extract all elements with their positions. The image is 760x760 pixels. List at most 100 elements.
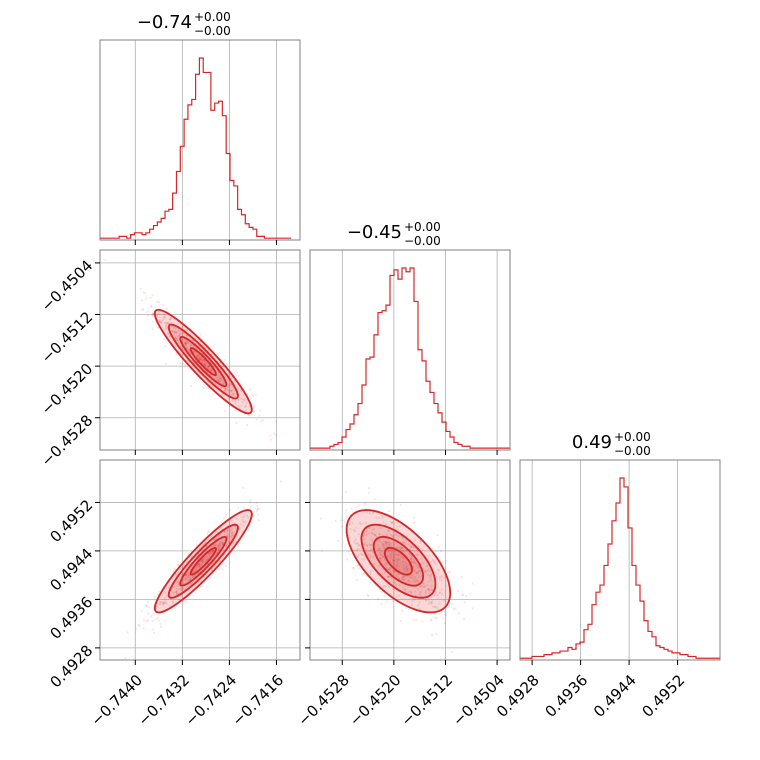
sample-point	[438, 591, 441, 594]
sample-point	[211, 534, 214, 538]
sample-point	[175, 584, 178, 588]
sample-point	[385, 523, 388, 526]
sample-point	[233, 550, 236, 553]
title-minus-error: −0.00	[614, 444, 651, 458]
sample-point	[221, 542, 225, 545]
sample-point	[405, 565, 408, 568]
sample-point	[221, 392, 224, 396]
sample-point	[382, 547, 385, 550]
sample-point	[164, 323, 168, 327]
sample-point	[366, 593, 369, 597]
sample-point	[187, 573, 190, 576]
sample-point	[430, 633, 434, 637]
sample-point	[256, 504, 259, 507]
sample-point	[252, 405, 256, 409]
sample-point	[402, 556, 405, 560]
sample-point	[394, 558, 397, 561]
sample-point	[385, 545, 388, 548]
sample-point	[417, 569, 420, 573]
sample-point	[351, 522, 354, 525]
sample-point	[362, 532, 366, 535]
sample-point	[162, 338, 165, 341]
sample-point	[185, 339, 188, 342]
sample-point	[261, 418, 264, 421]
sample-point	[227, 386, 230, 389]
y-tick-label: 0.4928	[47, 642, 97, 692]
sample-point	[255, 418, 258, 421]
sample-point	[417, 566, 420, 569]
sample-point	[381, 586, 384, 589]
sample-point	[174, 331, 177, 334]
sample-point	[438, 577, 441, 580]
sample-point	[258, 414, 261, 417]
sample-point	[275, 420, 278, 423]
sample-point	[211, 386, 214, 389]
sample-point	[415, 579, 419, 582]
sample-point	[249, 498, 253, 501]
x-tick-label: −0.4504	[449, 671, 508, 730]
sample-point	[226, 535, 229, 538]
sample-point	[427, 588, 430, 591]
sample-point	[182, 602, 185, 605]
sample-point	[461, 593, 464, 596]
sample-point	[363, 558, 366, 561]
sample-point	[145, 310, 148, 314]
sample-point	[179, 361, 182, 365]
sample-point	[217, 535, 220, 538]
sample-point	[227, 541, 230, 544]
sample-point	[354, 542, 357, 545]
sample-point	[398, 547, 401, 550]
sample-point	[404, 570, 407, 573]
sample-point	[381, 568, 384, 571]
sample-point	[363, 543, 366, 546]
sample-point	[399, 503, 402, 507]
sample-point	[222, 379, 225, 383]
sample-point	[203, 364, 206, 367]
sample-point	[175, 590, 178, 594]
sample-point	[155, 605, 159, 608]
sample-point	[213, 544, 216, 547]
sample-point	[412, 561, 415, 564]
sample-point	[242, 486, 245, 490]
sample-point	[365, 544, 369, 547]
sample-point	[221, 365, 224, 368]
sample-point	[447, 571, 450, 574]
sample-point	[387, 529, 390, 532]
sample-point	[404, 543, 407, 546]
sample-point	[234, 399, 237, 402]
sample-point	[414, 560, 417, 563]
sample-point	[391, 569, 394, 572]
sample-point	[199, 333, 202, 336]
sample-point	[378, 556, 381, 560]
sample-point	[409, 591, 413, 594]
sample-point	[187, 571, 190, 574]
sample-point	[199, 560, 202, 563]
sample-point	[418, 607, 421, 610]
sample-point	[388, 567, 391, 570]
sample-point	[223, 533, 226, 536]
sample-point	[166, 331, 169, 334]
sample-point	[383, 571, 387, 574]
sample-point	[358, 567, 361, 570]
sample-point	[218, 554, 221, 557]
sample-point	[200, 559, 203, 562]
sample-point	[195, 370, 198, 373]
sample-point	[392, 558, 395, 562]
sample-point	[141, 308, 144, 311]
sample-point	[412, 618, 415, 622]
sample-point	[207, 530, 210, 533]
sample-point	[210, 550, 213, 553]
sample-point	[353, 540, 356, 543]
sample-point	[208, 555, 212, 558]
sample-point	[104, 258, 107, 261]
x-tick-label: 0.4936	[542, 671, 592, 721]
sample-point	[404, 575, 407, 578]
sample-point	[235, 517, 238, 520]
sample-point	[349, 528, 352, 531]
sample-point	[419, 591, 422, 594]
sample-point	[444, 613, 448, 616]
sample-point	[408, 580, 411, 583]
sample-point	[216, 378, 219, 381]
sample-point	[199, 358, 203, 361]
sample-point	[412, 565, 415, 568]
